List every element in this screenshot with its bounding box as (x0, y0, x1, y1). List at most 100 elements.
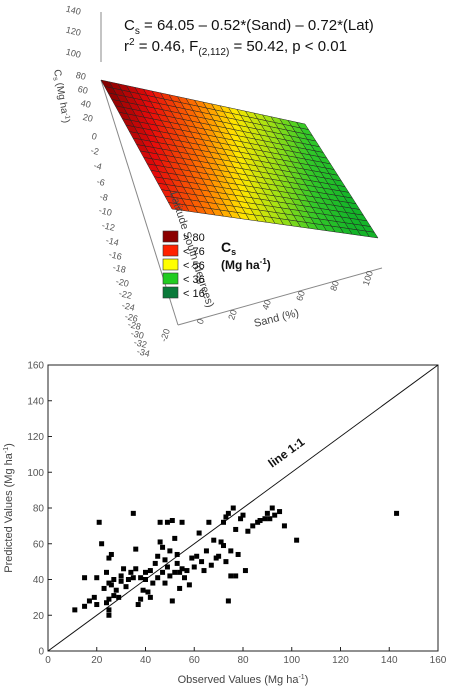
scatter-point (250, 523, 256, 529)
scatter-point (174, 551, 180, 557)
z-tick-label: -10 (98, 205, 113, 218)
x-tick-label: 40 (260, 299, 273, 312)
legend-swatch (162, 286, 179, 299)
legend-swatch (162, 230, 179, 243)
scatter-point (196, 530, 202, 536)
scatter-point (184, 568, 190, 574)
scatter-point (138, 596, 144, 602)
scatter-point (96, 519, 102, 525)
scatter-point (172, 569, 178, 575)
legend-label: < 56 (183, 260, 205, 272)
z-tick-label: -24 (121, 300, 136, 313)
x-tick-label: 100 (361, 270, 375, 287)
surface-cell (365, 230, 379, 239)
x-tick-label: 20 (91, 655, 103, 666)
scatter-point (99, 541, 105, 547)
scatter-point (104, 569, 109, 575)
surface-legend: > 80 < 76 < 56 < 36 < 16 Cs (Mg ha-1) (162, 230, 271, 300)
z-tick-label: 40 (80, 98, 92, 110)
x-tick-label: 60 (189, 655, 201, 666)
x-tick-label: 40 (140, 655, 152, 666)
x-tick-label: 20 (226, 309, 239, 322)
scatter-point (230, 505, 236, 511)
y-tick-label: 20 (33, 611, 45, 622)
scatter-point (257, 518, 263, 524)
scatter-point (225, 598, 231, 604)
scatter-point (177, 585, 183, 591)
z-tick-label: -32 (133, 337, 148, 350)
scatter-point (133, 566, 139, 572)
z-tick-label: -30 (130, 328, 145, 341)
legend-swatch (162, 272, 179, 285)
equation-line-2: r2 = 0.46, F(2,112) = 50.42, p < 0.01 (124, 37, 347, 58)
surface-mesh (100, 79, 379, 239)
scatter-point (94, 575, 100, 581)
scatter-point (294, 537, 300, 543)
z-tick-label: -16 (108, 249, 123, 262)
scatter-points (72, 505, 400, 618)
scatter-point (91, 594, 97, 600)
scatter-point (147, 568, 153, 574)
scatter-point (162, 557, 168, 563)
z-tick-label: -20 (115, 276, 130, 289)
legend-label: > 80 (183, 232, 205, 244)
scatter-point (262, 516, 268, 522)
scatter-point (147, 594, 153, 600)
scatter-point (169, 598, 175, 604)
scatter-point (150, 580, 156, 586)
scatter-point (240, 512, 246, 518)
scatter-point (174, 560, 180, 566)
x-axis-label: Sand (%) (253, 307, 300, 330)
scatter-point (157, 519, 163, 525)
scatter-point (155, 553, 161, 559)
scatter-point (145, 589, 151, 595)
z-tick-label: 120 (65, 25, 82, 38)
scatter-point (264, 510, 270, 516)
y-tick-label: 0 (38, 647, 44, 658)
scatter-point (242, 568, 248, 574)
y-tick-label: 80 (33, 504, 45, 515)
scatter-point (108, 551, 114, 557)
scatter-point (133, 546, 139, 552)
x-tick-label: 100 (283, 655, 300, 666)
z-tick-label: -28 (127, 319, 142, 332)
scatter-point (106, 612, 112, 618)
z-tick-label: -26 (124, 311, 139, 324)
scatter-point (228, 548, 234, 554)
scatter-point (223, 559, 229, 565)
scatter-point (228, 573, 234, 579)
scatter-point (277, 509, 283, 515)
z-axis-ticks: 140 120 100 80 60 40 20 0 -2 -4 -6 -8 -10 -12 -14-16-1… (65, 4, 151, 359)
z-tick-label: -8 (99, 191, 109, 203)
scatter-point (199, 559, 205, 565)
legend-title: Cs (221, 239, 236, 257)
z-tick-label: -34 (136, 346, 151, 359)
x-tick-label: 120 (332, 655, 349, 666)
scatter-point (203, 548, 209, 554)
x-tick-label: 160 (430, 655, 447, 666)
scatter-point (82, 603, 88, 609)
z-tick-label: -12 (101, 220, 116, 233)
scatter-point (221, 543, 226, 549)
scatter-point (101, 585, 107, 591)
scatter-point (86, 598, 92, 604)
x-tick-label: -20 (158, 328, 172, 343)
x-tick-label: 0 (45, 655, 51, 666)
scatter-x-label: Observed Values (Mg ha-1) (178, 674, 309, 686)
scatter-point (157, 539, 163, 545)
scatter-point (72, 607, 78, 613)
scatter-y-ticks: 0 20 40 60 80 100 120 140 160 (27, 361, 52, 658)
y-tick-label: 100 (27, 468, 44, 479)
z-tick-label: -4 (93, 160, 103, 172)
scatter-plot: 0 20 40 60 80 100 120 140 160 0 20 40 60 80 100 120 140… (3, 361, 447, 687)
legend-swatch (162, 244, 179, 257)
scatter-point (221, 519, 226, 525)
scatter-point (201, 568, 207, 574)
equation-line-1: Cs = 64.05 – 0.52*(Sand) – 0.72*(Lat) (124, 17, 374, 37)
scatter-point (177, 569, 183, 575)
scatter-point (394, 510, 400, 516)
scatter-point (152, 560, 158, 566)
x-tick-label: 80 (237, 655, 249, 666)
scatter-point (281, 523, 287, 529)
